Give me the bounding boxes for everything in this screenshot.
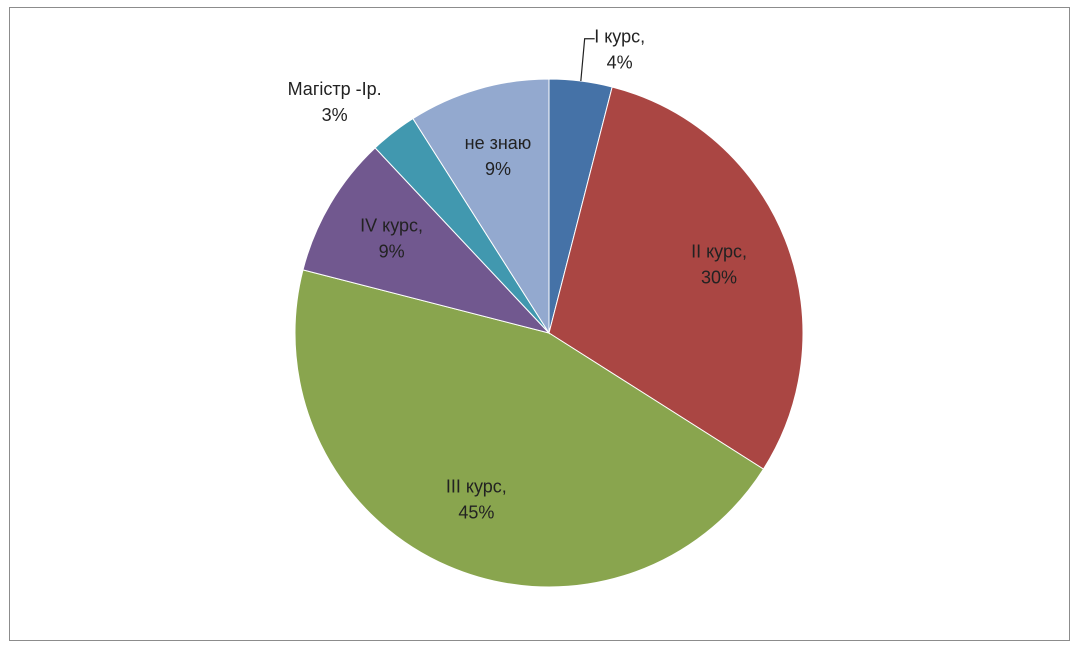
slice-label-value: 9% xyxy=(379,242,405,262)
slice-label-name: I курс, xyxy=(594,27,645,47)
slice-label-name: IV курс, xyxy=(360,216,423,236)
slice-label-value: 9% xyxy=(485,159,511,179)
slice-label-value: 3% xyxy=(322,105,348,125)
slice-label-name: не знаю xyxy=(465,133,532,153)
slice-label-value: 45% xyxy=(458,503,494,523)
leader-line xyxy=(580,38,595,82)
labels: I курс, 4% II курс, 30% III курс, 45% IV курс,… xyxy=(288,27,747,523)
pie-slice xyxy=(294,269,765,588)
slice-label-value: 30% xyxy=(701,267,737,287)
slice-label-name: II курс, xyxy=(691,241,747,261)
slice-label-name: Магістр -Ір. xyxy=(288,79,382,99)
pie xyxy=(294,78,804,588)
pie-slice xyxy=(412,78,550,335)
slice-label-value: 4% xyxy=(607,53,633,73)
slice-label-name: III курс, xyxy=(446,477,507,497)
pie-slice xyxy=(302,147,551,334)
pie-slice xyxy=(548,86,804,470)
